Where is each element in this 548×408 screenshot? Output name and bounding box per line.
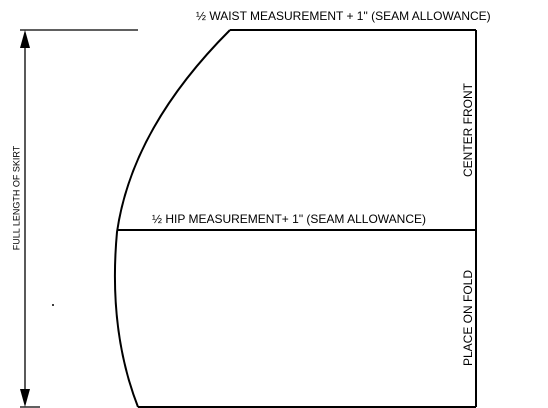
hip-label: ½ HIP MEASUREMENT+ 1" (SEAM ALLOWANCE): [152, 212, 426, 226]
dot: [52, 304, 54, 306]
side-seam-curve: [113, 29, 231, 408]
fold-label: PLACE ON FOLD: [461, 270, 475, 366]
waist-label: ½ WAIST MEASUREMENT + 1" (SEAM ALLOWANCE…: [196, 9, 491, 23]
center-front-label: CENTER FRONT: [461, 82, 475, 177]
arrow-head-top: [20, 30, 30, 48]
arrow-head-bottom: [20, 389, 30, 407]
length-label: FULL LENGTH OF SKIRT: [11, 145, 21, 250]
